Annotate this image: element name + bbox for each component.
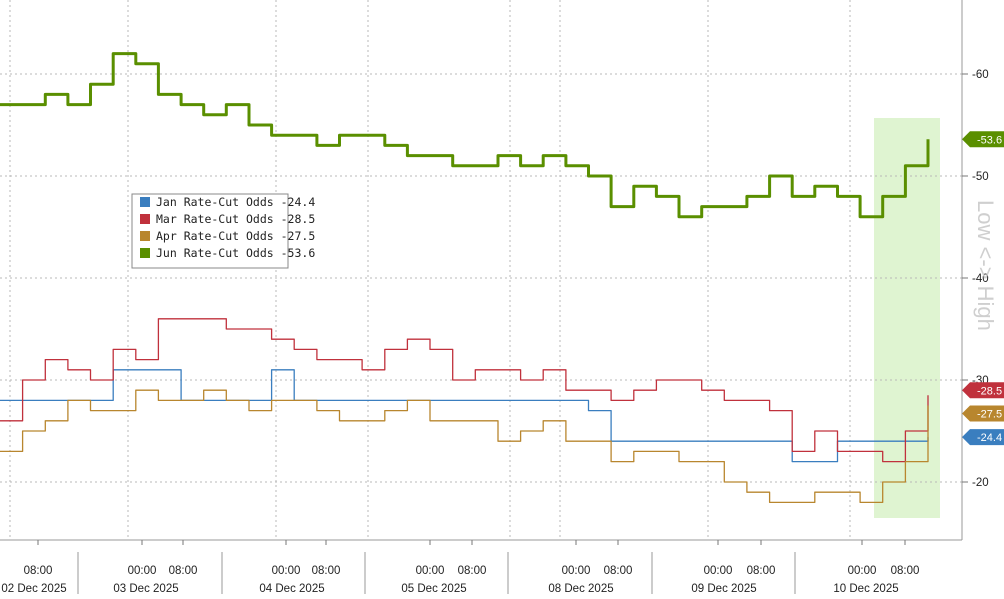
legend-swatch (140, 214, 150, 224)
x-time-label: 08:00 (604, 565, 633, 577)
last-value-text: -27.5 (977, 409, 1002, 421)
legend-entry: Apr Rate-Cut Odds -27.5 (156, 229, 315, 243)
x-axis-labels: 08:00 00:00 08:00 00:00 08:00 00:00 08:00 00:00… (1, 540, 920, 595)
x-day-label: 04 Dec 2025 (259, 583, 324, 594)
x-day-label: 10 Dec 2025 (833, 583, 898, 594)
legend-swatch (140, 248, 150, 258)
x-time-label: 00:00 (848, 565, 877, 577)
legend: Jan Rate-Cut Odds -24.4 Mar Rate-Cut Odds… (131, 193, 315, 269)
x-time-label: 00:00 (416, 565, 445, 577)
x-time-label: 08:00 (312, 565, 341, 577)
series-line-1 (0, 369, 929, 463)
last-value-text: -28.5 (977, 385, 1002, 397)
series-line-3 (0, 389, 929, 504)
legend-entry: Jun Rate-Cut Odds -53.6 (156, 246, 315, 260)
x-time-label: 00:00 (272, 565, 301, 577)
legend-entry: Jan Rate-Cut Odds -24.4 (156, 195, 315, 209)
x-time-label: 00:00 (704, 565, 733, 577)
x-day-label: 09 Dec 2025 (691, 583, 756, 594)
gridlines (0, 0, 962, 540)
last-value-badge: -24.4 (962, 429, 1004, 446)
last-value-badge: -28.5 (962, 382, 1004, 399)
y-tick-label: -50 (972, 171, 989, 183)
last-value-badge: -27.5 (962, 405, 1004, 422)
x-day-label: 05 Dec 2025 (401, 583, 466, 594)
y-tick-label: -20 (972, 477, 989, 489)
x-time-label: 08:00 (747, 565, 776, 577)
legend-swatch (140, 197, 150, 207)
x-time-label: 08:00 (24, 565, 53, 577)
series-lines (0, 52, 930, 504)
last-value-badge: -53.6 (962, 131, 1004, 148)
last-value-badges: -24.4 -28.5 -27.5 -53.6 (962, 131, 1004, 446)
x-time-label: 00:00 (128, 565, 157, 577)
legend-box (131, 193, 289, 269)
x-time-label: 08:00 (458, 565, 487, 577)
series-line-4 (0, 52, 930, 219)
x-day-label: 02 Dec 2025 (1, 583, 66, 594)
highlight-band (874, 118, 940, 518)
x-day-label: 03 Dec 2025 (113, 583, 178, 594)
legend-entry: Mar Rate-Cut Odds -28.5 (156, 212, 315, 226)
x-time-label: 08:00 (891, 565, 920, 577)
y-tick-label: -40 (972, 273, 989, 285)
series-line-2 (0, 318, 929, 463)
y-axis-label: Low <-> High (973, 200, 998, 331)
x-time-label: 08:00 (169, 565, 198, 577)
x-time-label: 00:00 (562, 565, 591, 577)
last-value-text: -53.6 (977, 134, 1002, 146)
y-tick-label: -60 (972, 69, 989, 81)
last-value-text: -24.4 (977, 432, 1002, 444)
x-day-label: 08 Dec 2025 (548, 583, 613, 594)
legend-swatch (140, 231, 150, 241)
